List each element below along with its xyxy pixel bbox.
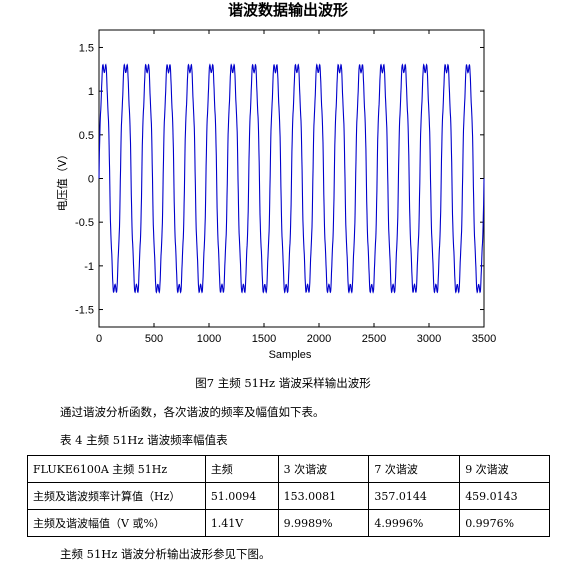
table-cell: 主频及谐波频率计算值（Hz） xyxy=(27,482,206,510)
x-tick-label: 1500 xyxy=(252,333,276,345)
footer-text: 主频 51Hz 谐波分析输出波形参见下图。 xyxy=(60,547,271,561)
table-cell: 9.9989% xyxy=(277,509,370,537)
y-tick-label: 1 xyxy=(88,86,94,98)
y-axis-label: 电压值（V） xyxy=(56,149,69,212)
table-row: 主频及谐波频率计算值（Hz） 51.0094 153.0081 357.0144… xyxy=(27,482,550,510)
table-cell: 153.0081 xyxy=(277,482,370,510)
table-cell: 主频及谐波幅值（V 或%） xyxy=(27,509,206,537)
figure-caption: 图7 主频 51Hz 谐波采样输出波形 xyxy=(195,376,371,390)
y-tick-label: -1.5 xyxy=(75,305,94,317)
table-cell: 9 次谐波 xyxy=(459,455,550,483)
x-tick-label: 500 xyxy=(145,333,163,345)
table-row: 主频及谐波幅值（V 或%） 1.41V 9.9989% 4.9996% 0.99… xyxy=(27,509,550,537)
table-cell: 1.41V xyxy=(204,509,279,537)
table-title: 表 4 主频 51Hz 谐波频率幅值表 xyxy=(60,433,228,447)
x-tick-label: 1000 xyxy=(197,333,221,345)
y-tick-label: 0.5 xyxy=(79,130,94,142)
x-tick-label: 2500 xyxy=(362,333,386,345)
y-tick-label: -0.5 xyxy=(75,217,94,229)
body-paragraph: 通过谐波分析函数，各次谐波的频率及幅值如下表。 xyxy=(60,405,325,419)
table-cell: 0.9976% xyxy=(459,509,550,537)
table-cell: 51.0094 xyxy=(204,482,279,510)
x-axis: 0 500 1000 1500 2000 2500 3000 3500 xyxy=(96,30,496,345)
table-cell: 3 次谐波 xyxy=(277,455,370,483)
y-tick-label: 0 xyxy=(88,174,94,186)
x-tick-label: 3500 xyxy=(472,333,496,345)
y-axis: 1.5 1 0.5 0 -0.5 -1 -1.5 xyxy=(75,42,484,317)
x-axis-label: Samples xyxy=(269,349,312,361)
table-cell: 4.9996% xyxy=(368,509,461,537)
table-cell: FLUKE6100A 主频 51Hz xyxy=(27,455,206,483)
y-tick-label: 1.5 xyxy=(79,42,94,54)
x-tick-label: 0 xyxy=(96,333,102,345)
harmonics-table: FLUKE6100A 主频 51Hz 主频 3 次谐波 7 次谐波 9 次谐波 … xyxy=(27,455,550,537)
y-tick-label: -1 xyxy=(84,261,94,273)
table-row: FLUKE6100A 主频 51Hz 主频 3 次谐波 7 次谐波 9 次谐波 xyxy=(27,455,550,483)
x-tick-label: 3000 xyxy=(417,333,441,345)
x-tick-label: 2000 xyxy=(307,333,331,345)
table-cell: 357.0144 xyxy=(368,482,461,510)
table-cell: 主频 xyxy=(204,455,279,483)
table-cell: 7 次谐波 xyxy=(368,455,461,483)
chart-title: 谐波数据输出波形 xyxy=(228,1,348,19)
table-cell: 459.0143 xyxy=(459,482,550,510)
waveform-line xyxy=(98,63,485,294)
waveform-chart: 谐波数据输出波形 1.5 1 0.5 0 -0.5 -1 -1.5 0 500 1000 1500… xyxy=(56,1,496,361)
